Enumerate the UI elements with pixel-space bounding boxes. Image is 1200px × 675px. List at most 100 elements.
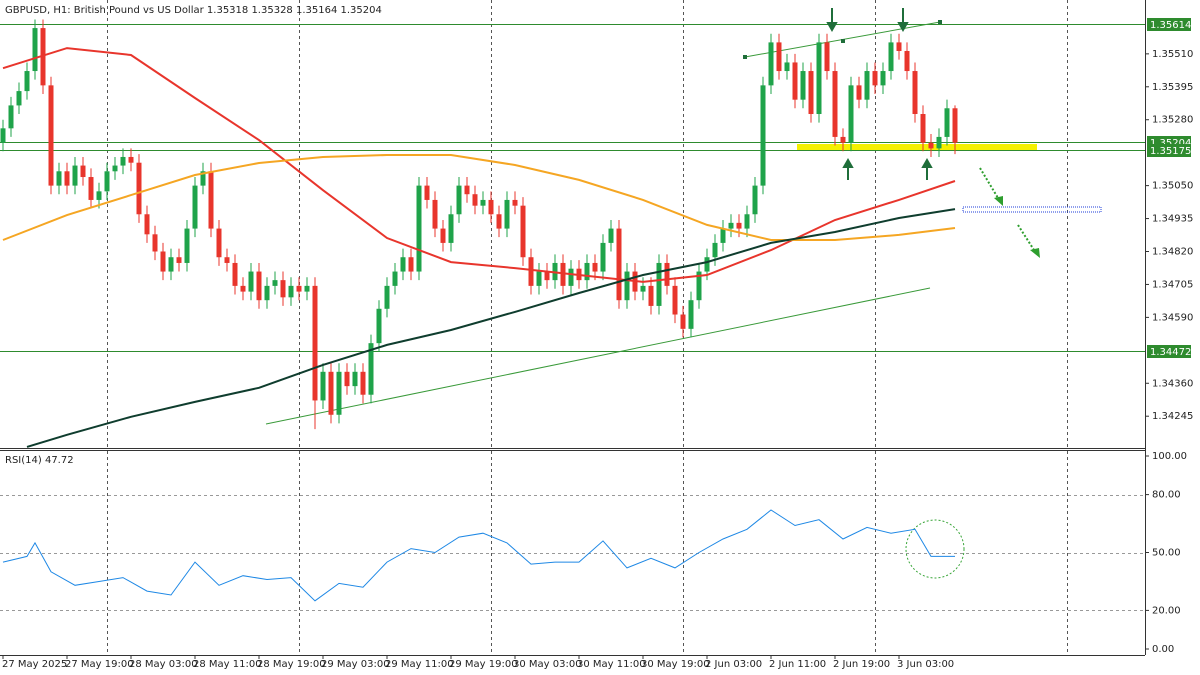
arrows — [826, 8, 933, 180]
candle-body — [744, 214, 750, 229]
candle-body — [952, 108, 958, 143]
candle-body — [32, 28, 38, 72]
candle-body — [720, 228, 726, 243]
candle-body — [504, 199, 510, 229]
candle-body — [56, 171, 62, 186]
x-tick-label: 30 May 11:00 — [577, 659, 646, 670]
candle-body — [840, 136, 846, 143]
candle-body — [656, 262, 662, 306]
x-tick-label: 3 Jun 03:00 — [897, 659, 954, 670]
frame — [0, 0, 1146, 656]
arrow-head — [826, 22, 838, 33]
target-zone — [962, 206, 1102, 213]
candle-body — [376, 308, 382, 344]
candle-body — [184, 228, 190, 263]
candle-body — [240, 285, 246, 292]
candle-body — [752, 185, 758, 215]
anchor — [841, 39, 845, 43]
anchor — [938, 20, 942, 24]
candle-body — [392, 271, 398, 286]
candle-body — [664, 262, 670, 286]
candle-body — [232, 262, 238, 286]
candle-body — [248, 271, 254, 292]
candle-body — [48, 85, 54, 186]
candle-body — [816, 42, 822, 115]
x-tick-label: 29 May 19:00 — [449, 659, 518, 670]
candle-body — [288, 285, 294, 298]
indicator-title: RSI(14) 47.72 — [5, 455, 74, 466]
forecast-arrows — [979, 167, 1040, 258]
y-tick-label: 80.00 — [1152, 490, 1181, 501]
candle-body — [8, 105, 14, 129]
candle-body — [192, 185, 198, 229]
candle-body — [488, 199, 494, 215]
level-label: 1.35614 — [1150, 20, 1191, 31]
y-tick-label: 100.00 — [1152, 451, 1187, 462]
candle-body — [280, 280, 286, 298]
candle-body — [904, 50, 910, 72]
candle-body — [336, 371, 342, 415]
candle-body — [536, 271, 542, 286]
candle-body — [768, 42, 774, 86]
x-tick-label: 2 Jun 11:00 — [769, 659, 826, 670]
candle-body — [464, 185, 470, 195]
candle-body — [528, 257, 534, 286]
y-tick-label: 50.00 — [1152, 548, 1181, 559]
candle-body — [416, 185, 422, 272]
arrow-head — [842, 157, 854, 168]
x-tick-label: 30 May 19:00 — [641, 659, 710, 670]
candle-body — [944, 108, 950, 137]
candle-body — [88, 177, 94, 200]
candle-body — [64, 171, 70, 186]
y-tick-label: 1.34705 — [1152, 279, 1193, 290]
y-tick-label: 1.35395 — [1152, 82, 1193, 93]
candle-body — [256, 271, 262, 301]
candle-body — [160, 251, 166, 272]
trend-line — [265, 287, 931, 425]
candle-body — [320, 371, 326, 401]
candle-body — [144, 214, 150, 235]
y-tick-label: 1.34245 — [1152, 411, 1193, 422]
candle-body — [472, 194, 478, 206]
y-tick-label: 1.34590 — [1152, 312, 1193, 323]
candle-body — [216, 228, 222, 258]
candle-body — [648, 285, 654, 306]
candle-body — [312, 285, 318, 401]
candle-body — [496, 214, 502, 229]
candle-body — [424, 185, 430, 200]
candle-body — [864, 71, 870, 100]
candle-body — [328, 371, 334, 415]
arrow-head — [1030, 248, 1040, 258]
candle-body — [896, 42, 902, 51]
x-tick-label: 28 May 19:00 — [257, 659, 326, 670]
candle-body — [80, 165, 86, 178]
x-tick-label: 29 May 11:00 — [385, 659, 454, 670]
candle-body — [136, 162, 142, 215]
candle-body — [824, 42, 830, 72]
candle-body — [936, 136, 942, 149]
candle-body — [912, 71, 918, 115]
candle-body — [112, 165, 118, 172]
annotations — [265, 8, 1102, 579]
candle-body — [920, 114, 926, 143]
moving-average — [2, 47, 956, 283]
candle-body — [792, 62, 798, 100]
candle-body — [208, 171, 214, 229]
x-tick-label: 30 May 03:00 — [513, 659, 582, 670]
candle-body — [712, 242, 718, 258]
candle-body — [584, 262, 590, 281]
candle-body — [272, 280, 278, 286]
candle-body — [296, 285, 302, 292]
candle-body — [888, 42, 894, 72]
moving-average — [26, 208, 956, 448]
candle-body — [592, 262, 598, 272]
candle-body — [704, 257, 710, 272]
candle-body — [568, 268, 574, 286]
candle-body — [736, 222, 742, 229]
candle-body — [176, 257, 182, 263]
candle-body — [616, 228, 622, 301]
candle-body — [440, 228, 446, 243]
candle-body — [688, 300, 694, 329]
level-label-box — [1147, 18, 1191, 31]
